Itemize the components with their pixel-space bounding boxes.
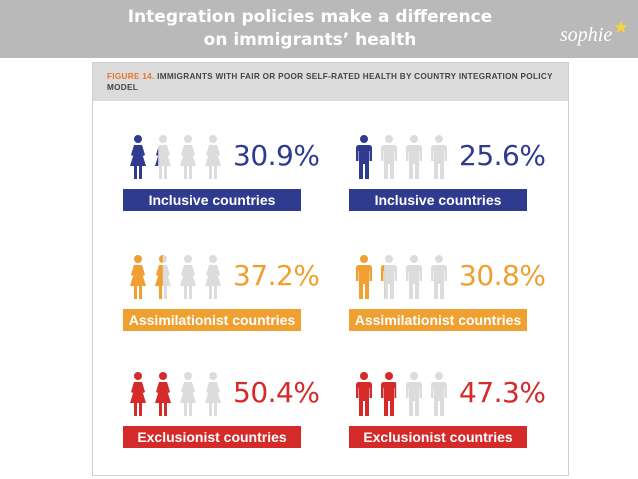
person-fill-2 xyxy=(381,265,385,299)
percent-men-inclusive: 25.6% xyxy=(459,139,546,172)
person-outline-3 xyxy=(180,372,196,416)
figure-card: FIGURE 14. IMMIGRANTS WITH FAIR OR POOR … xyxy=(92,62,569,476)
category-label-men-exclusionist: Exclusionist countries xyxy=(349,426,527,448)
person-outline-3 xyxy=(406,135,422,179)
category-label-men-assimilationist: Assimilationist countries xyxy=(349,309,527,331)
person-men-assimilationist-2 xyxy=(381,255,397,299)
person-outline-2 xyxy=(155,135,171,179)
person-outline-4 xyxy=(431,372,447,416)
person-men-assimilationist-1 xyxy=(356,255,372,299)
panel-men-inclusive: 25.6% Inclusive countries xyxy=(349,133,546,223)
person-women-assimilationist-2 xyxy=(155,255,171,299)
category-label-women-assimilationist: Assimilationist countries xyxy=(123,309,301,331)
panel-men-assimilationist: 30.8% Assimilationist countries xyxy=(349,253,546,343)
person-fill-1 xyxy=(356,255,372,299)
percent-women-inclusive: 30.9% xyxy=(233,139,320,172)
pictogram-men-exclusionist xyxy=(356,372,447,416)
slide-title-line-1: Integration policies make a difference xyxy=(127,7,493,27)
pictogram-men-assimilationist xyxy=(356,255,447,299)
person-outline-4 xyxy=(205,372,221,416)
slide-title-line-2: on immigrants’ health xyxy=(203,30,417,50)
person-fill-1 xyxy=(356,135,372,179)
person-men-exclusionist-4 xyxy=(431,372,447,416)
person-women-assimilationist-3 xyxy=(180,255,196,299)
title-banner: Integration policies make a difference o… xyxy=(0,0,638,58)
person-men-inclusive-2 xyxy=(381,135,397,179)
logo-text: sophie xyxy=(560,24,613,46)
person-outline-2 xyxy=(381,135,397,179)
percent-women-assimilationist: 37.2% xyxy=(233,259,320,292)
figure-number: FIGURE 14. xyxy=(107,72,155,81)
person-women-exclusionist-4 xyxy=(205,372,221,416)
person-women-exclusionist-3 xyxy=(180,372,196,416)
category-label-men-inclusive: Inclusive countries xyxy=(349,189,527,211)
person-men-assimilationist-3 xyxy=(406,255,422,299)
pictogram-women-exclusionist xyxy=(130,372,221,416)
pictogram-women-assimilationist xyxy=(130,255,221,299)
percent-women-exclusionist: 50.4% xyxy=(233,376,320,409)
person-men-exclusionist-2 xyxy=(381,372,397,416)
person-women-assimilationist-1 xyxy=(130,255,146,299)
star-icon xyxy=(614,20,628,34)
figure-header: FIGURE 14. IMMIGRANTS WITH FAIR OR POOR … xyxy=(93,63,568,101)
person-men-inclusive-3 xyxy=(406,135,422,179)
panel-women-exclusionist: 50.4% Exclusionist countries xyxy=(123,370,320,460)
person-fill-1 xyxy=(130,372,146,416)
category-label-women-exclusionist: Exclusionist countries xyxy=(123,426,301,448)
person-fill-1 xyxy=(130,135,146,179)
person-outline-3 xyxy=(406,372,422,416)
person-women-exclusionist-2 xyxy=(155,372,171,416)
person-men-exclusionist-1 xyxy=(356,372,372,416)
person-fill-2 xyxy=(155,255,163,299)
person-fill-2 xyxy=(155,147,159,166)
pictogram-women-inclusive xyxy=(130,135,221,179)
person-fill-1 xyxy=(130,255,146,299)
percent-men-exclusionist: 47.3% xyxy=(459,376,546,409)
figure-caption: FIGURE 14. IMMIGRANTS WITH FAIR OR POOR … xyxy=(107,71,557,93)
person-men-exclusionist-3 xyxy=(406,372,422,416)
panel-women-assimilationist: 37.2% Assimilationist countries xyxy=(123,253,320,343)
category-label-women-inclusive: Inclusive countries xyxy=(123,189,301,211)
person-outline-4 xyxy=(431,135,447,179)
slide-title: Integration policies make a difference o… xyxy=(90,6,530,52)
panel-women-inclusive: 30.9% Inclusive countries xyxy=(123,133,320,223)
person-outline-3 xyxy=(180,255,196,299)
panel-men-exclusionist: 47.3% Exclusionist countries xyxy=(349,370,546,460)
person-women-inclusive-4 xyxy=(205,135,221,179)
person-women-inclusive-3 xyxy=(180,135,196,179)
person-women-assimilationist-4 xyxy=(205,255,221,299)
figure-title: IMMIGRANTS WITH FAIR OR POOR SELF-RATED … xyxy=(107,72,553,92)
person-men-inclusive-1 xyxy=(356,135,372,179)
person-outline-2 xyxy=(155,255,171,299)
person-women-inclusive-1 xyxy=(130,135,146,179)
person-men-assimilationist-4 xyxy=(431,255,447,299)
person-fill-2 xyxy=(381,372,397,416)
person-outline-3 xyxy=(406,255,422,299)
percent-men-assimilationist: 30.8% xyxy=(459,259,546,292)
person-outline-2 xyxy=(381,255,397,299)
person-women-exclusionist-1 xyxy=(130,372,146,416)
person-outline-4 xyxy=(205,255,221,299)
pictogram-men-inclusive xyxy=(356,135,447,179)
person-outline-4 xyxy=(431,255,447,299)
sophie-logo: sophie xyxy=(556,14,632,50)
person-men-inclusive-4 xyxy=(431,135,447,179)
person-outline-4 xyxy=(205,135,221,179)
person-fill-2 xyxy=(155,372,171,416)
person-fill-1 xyxy=(356,372,372,416)
person-women-inclusive-2 xyxy=(155,135,171,179)
person-outline-3 xyxy=(180,135,196,179)
